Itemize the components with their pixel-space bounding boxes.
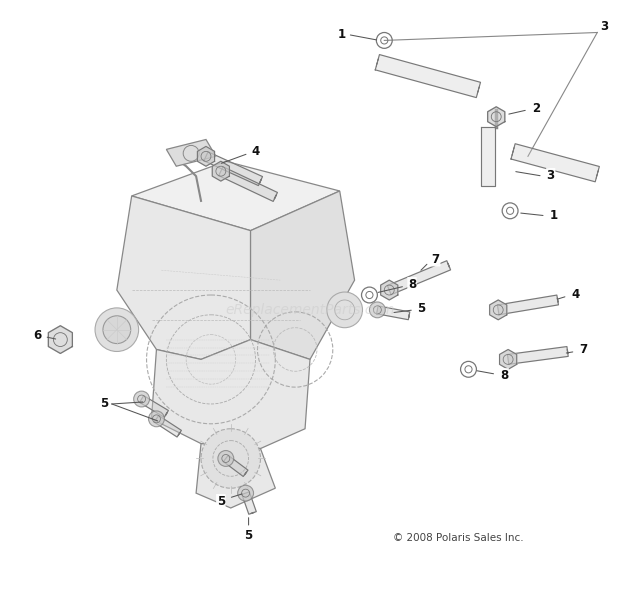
Text: 2: 2 (532, 102, 540, 115)
Polygon shape (242, 492, 256, 514)
Text: eReplacementParts.com: eReplacementParts.com (225, 303, 395, 317)
Circle shape (327, 292, 363, 328)
Polygon shape (245, 472, 247, 475)
Polygon shape (219, 167, 277, 201)
Polygon shape (375, 54, 480, 98)
Polygon shape (511, 144, 600, 182)
Polygon shape (376, 306, 410, 320)
Text: 7: 7 (579, 343, 588, 356)
Text: 5: 5 (417, 303, 425, 316)
Polygon shape (481, 127, 495, 186)
Polygon shape (151, 340, 310, 449)
Polygon shape (196, 443, 275, 508)
Text: 8: 8 (408, 278, 416, 291)
Polygon shape (179, 432, 180, 435)
Polygon shape (166, 140, 216, 166)
Polygon shape (507, 346, 568, 364)
Circle shape (237, 485, 254, 501)
Circle shape (218, 451, 234, 466)
Text: 1: 1 (338, 28, 346, 41)
Polygon shape (117, 196, 250, 359)
Polygon shape (260, 179, 261, 183)
Polygon shape (557, 298, 558, 302)
Polygon shape (497, 295, 559, 315)
Polygon shape (223, 455, 248, 477)
Polygon shape (275, 195, 276, 199)
Polygon shape (212, 161, 229, 181)
Polygon shape (197, 146, 215, 166)
Polygon shape (154, 416, 182, 437)
Text: 5: 5 (217, 494, 225, 507)
Text: 3: 3 (547, 169, 555, 182)
Polygon shape (204, 152, 262, 186)
Polygon shape (381, 280, 398, 300)
Circle shape (134, 391, 149, 407)
Polygon shape (448, 263, 450, 267)
Polygon shape (500, 349, 516, 369)
Polygon shape (131, 161, 340, 231)
Text: 4: 4 (572, 288, 580, 301)
Circle shape (103, 316, 131, 343)
Text: 3: 3 (600, 20, 608, 33)
Polygon shape (166, 413, 167, 415)
Text: 7: 7 (432, 253, 440, 266)
Circle shape (370, 302, 385, 318)
Circle shape (95, 308, 139, 352)
Polygon shape (488, 107, 505, 127)
Text: 4: 4 (251, 145, 260, 158)
Polygon shape (490, 300, 507, 320)
Polygon shape (388, 260, 451, 295)
Polygon shape (140, 395, 169, 417)
Polygon shape (48, 326, 73, 353)
Circle shape (201, 429, 260, 488)
Text: 6: 6 (33, 329, 42, 342)
Text: 5: 5 (244, 529, 253, 542)
Text: 5: 5 (100, 397, 108, 410)
Circle shape (149, 411, 164, 427)
Text: 1: 1 (549, 209, 558, 222)
Text: © 2008 Polaris Sales Inc.: © 2008 Polaris Sales Inc. (393, 533, 524, 543)
Polygon shape (250, 191, 355, 359)
Text: 8: 8 (500, 369, 508, 382)
